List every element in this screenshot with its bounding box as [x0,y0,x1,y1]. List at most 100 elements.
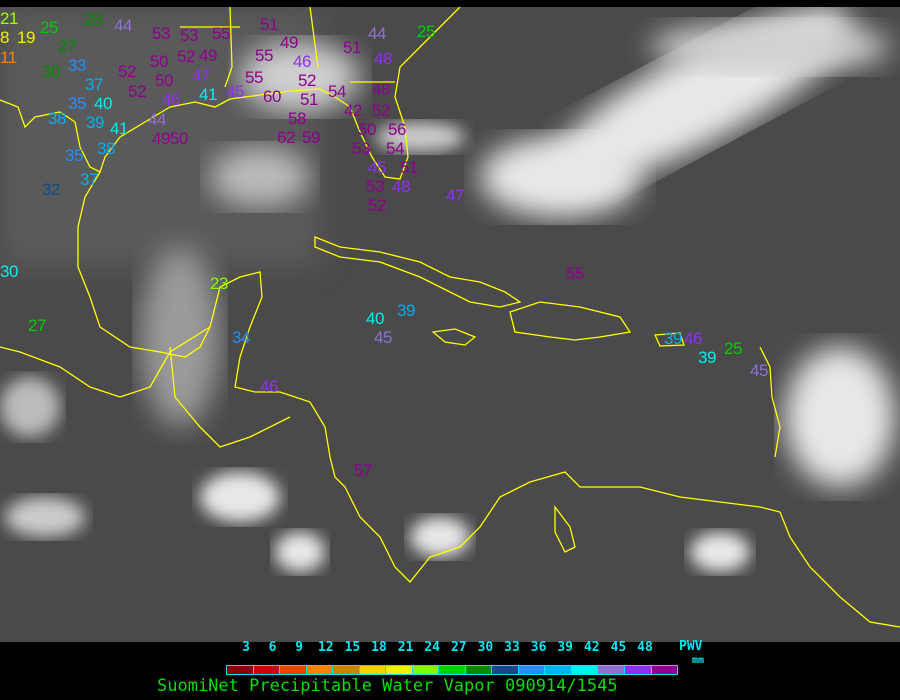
station-pwv-label: 39 [397,301,415,320]
station-pwv-label: 33 [68,56,86,75]
legend-tick-label: 18 [371,640,387,655]
station-pwv-label: 30 [42,62,60,81]
station-pwv-label: 46 [293,52,311,71]
station-pwv-label: 55 [566,264,584,283]
unit-label: PWV [679,639,703,654]
station-pwv-label: 47 [192,66,210,85]
station-pwv-label: 40 [366,309,384,328]
legend-color-swatch [571,666,599,674]
station-pwv-label: 52 [128,82,146,101]
legend-color-swatch [359,666,387,674]
legend-color-swatch [545,666,572,674]
legend-color-swatch [598,666,625,674]
station-pwv-label: 52 [368,196,386,215]
station-pwv-label: 42 [344,101,362,120]
station-pwv-label: 34 [232,328,250,347]
station-pwv-label: 50 [150,52,168,71]
station-labels: 21 19 8 25 27 28 11 33 37 30 35 40 52 52 50 50 52 49 47 41 4… [0,9,768,480]
legend-color-swatch [439,666,466,674]
legend-color-swatch [518,666,546,674]
station-pwv-label: 23 [210,274,228,293]
station-pwv-label: 52 [177,47,195,66]
legend-color-swatch [492,666,519,674]
station-pwv-label: 25 [417,22,435,41]
unit-mm: mm [692,655,705,666]
legend-color-swatch [624,666,652,674]
legend-tick-label: 33 [504,640,520,655]
station-pwv-label: 35 [68,94,86,113]
station-pwv-label: 60 [263,87,281,106]
station-pwv-label: 27 [28,316,46,335]
station-pwv-label: 51 [260,15,278,34]
legend-color-swatch [412,666,440,674]
station-pwv-label: 58 [288,109,306,128]
station-pwv-label: 27 [58,37,76,56]
station-pwv-label: 53 [180,26,198,45]
station-pwv-label: 51 [343,38,361,57]
station-pwv-label: 45 [368,158,386,177]
station-pwv-label: 53 [152,24,170,43]
legend-tick-label: 39 [557,640,574,655]
station-pwv-label: 41 [110,119,128,138]
legend-tick-label: 48 [637,640,653,655]
legend-tick-label: 24 [424,640,441,655]
station-pwv-label: 46 [684,329,702,348]
station-pwv-label: 44 [148,110,166,129]
legend-tick-label: 30 [477,640,494,655]
image-caption: SuomiNet Precipitable Water Vapor 090914… [157,676,618,696]
station-pwv-label: 48 [374,49,392,68]
station-pwv-label: 50 [358,120,376,139]
station-pwv-label: 19 [17,28,35,47]
station-pwv-label: 55 [245,68,263,87]
station-pwv-label: 48 [392,177,410,196]
legend-tick-label: 9 [295,640,304,655]
legend-tick-label: 15 [344,640,361,655]
station-pwv-label: 54 [328,82,346,101]
station-pwv-label: 30 [0,262,18,281]
station-pwv-label: 25 [724,339,742,358]
station-pwv-label: 52 [118,62,136,81]
station-pwv-label: 32 [42,180,60,199]
station-pwv-label: 54 [386,139,404,158]
legend-tick-label: 45 [610,640,627,655]
station-pwv-label: 45 [374,328,392,347]
legend-color-swatch [651,666,678,674]
legend-tick-label: 6 [268,640,277,655]
legend-color-swatch [333,666,360,674]
station-pwv-label: 55 [255,46,273,65]
station-pwv-label: 53 [352,139,370,158]
station-pwv-label: 8 [0,28,9,47]
legend-color-swatch [280,666,307,674]
legend-tick-label: 36 [530,640,547,655]
station-pwv-label: 52 [298,71,316,90]
station-pwv-label: 49 [280,33,298,52]
color-scale-bar [226,665,678,675]
station-pwv-label: 38 [97,139,115,158]
station-pwv-label: 37 [80,170,98,189]
legend-tick-label: 42 [583,640,600,655]
station-pwv-label: 56 [388,120,406,139]
satellite-map [0,7,900,642]
legend-panel: 3 6 9 12 15 18 21 24 27 30 33 36 39 42 45 48 PWV mm Suo… [0,639,900,700]
station-pwv-label: 28 [84,10,102,29]
station-pwv-label: 46 [162,90,180,109]
station-pwv-label: 45 [750,361,768,380]
station-pwv-label: 38 [48,109,66,128]
legend-color-swatch [253,666,281,674]
station-pwv-label: 47 [446,186,464,205]
station-pwv-label: 41 [199,85,217,104]
legend-tick-label: 27 [450,640,467,655]
station-pwv-label: 50 [155,71,173,90]
legend-color-swatch [465,666,493,674]
legend-tick-label: 3 [242,640,250,655]
station-pwv-label: 59 [302,128,320,147]
station-pwv-label: 49 [199,46,217,65]
legend-color-swatch [306,666,334,674]
station-pwv-label: 21 [0,9,18,28]
station-pwv-label: 40 [94,94,112,113]
station-pwv-label: 57 [354,461,372,480]
station-pwv-label: 55 [212,24,230,43]
station-pwv-label: 46 [260,377,278,396]
coastlines [0,7,900,628]
